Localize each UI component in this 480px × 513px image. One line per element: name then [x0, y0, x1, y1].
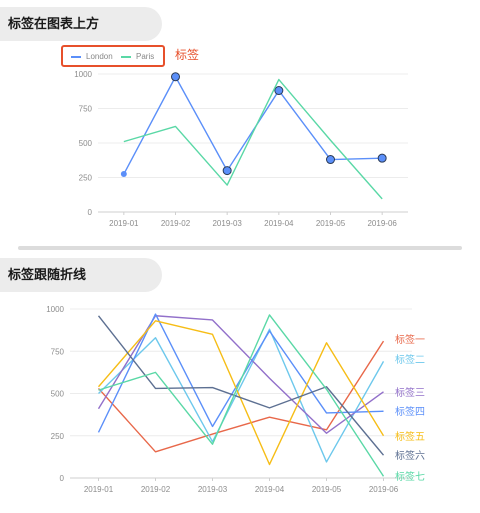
- x-tick-label-2019-03: 2019-03: [198, 485, 228, 494]
- legend-annotation: 标签: [175, 48, 200, 62]
- y-tick-label-0: 0: [60, 474, 65, 483]
- x-tick-label-2019-03: 2019-03: [212, 219, 242, 228]
- series-line-2: [123, 78, 383, 200]
- legend-item-paris[interactable]: Paris: [121, 52, 154, 61]
- y-tick-label-750: 750: [51, 347, 65, 356]
- series-point-1-6: [377, 153, 387, 163]
- legend-swatch-london: [71, 55, 81, 58]
- series-line-6: [97, 315, 385, 456]
- x-tick-label-2019-02: 2019-02: [161, 219, 191, 228]
- section-title-labels-above-chart: 标签在图表上方: [0, 7, 162, 41]
- x-tick-label-2019-06: 2019-06: [367, 219, 397, 228]
- series-point-1-1: [120, 171, 127, 178]
- y-tick-label-1000: 1000: [46, 305, 64, 314]
- series-point-1-4: [274, 86, 284, 96]
- series-line-7: [98, 314, 385, 477]
- x-tick-label-2019-05: 2019-05: [312, 485, 342, 494]
- legend: London Paris: [61, 45, 165, 67]
- x-tick-label-2019-06: 2019-06: [369, 485, 399, 494]
- series-line-4: [97, 313, 384, 433]
- line-end-label-2: 标签二: [395, 353, 425, 366]
- series-line-5: [97, 320, 385, 466]
- section-divider: [18, 246, 462, 250]
- line-end-label-4: 标签四: [395, 405, 425, 418]
- series-point-1-3: [222, 166, 232, 176]
- legend-swatch-paris: [121, 55, 131, 58]
- series-line-2: [98, 328, 385, 463]
- legend-item-london[interactable]: London: [71, 52, 113, 61]
- line-end-label-1: 标签一: [395, 333, 425, 346]
- line-end-label-3: 标签三: [395, 386, 425, 399]
- x-tick-label-2019-05: 2019-05: [316, 219, 346, 228]
- series-point-1-5: [326, 155, 335, 165]
- section-title-labels-follow-line: 标签跟随折线: [0, 258, 162, 292]
- y-tick-label-1000: 1000: [74, 70, 92, 79]
- y-tick-label-250: 250: [79, 174, 93, 183]
- x-tick-label-2019-01: 2019-01: [109, 219, 139, 228]
- y-tick-label-750: 750: [79, 105, 93, 114]
- y-tick-label-0: 0: [88, 208, 93, 217]
- chart-1: 0 250 500 750 1000 2019-01 2019-02 2019-03 2019-…: [74, 70, 408, 228]
- series-line-1: [97, 340, 385, 453]
- y-tick-label-250: 250: [51, 432, 65, 441]
- series-line-1: [123, 76, 383, 175]
- series-point-1-2: [171, 72, 180, 82]
- x-tick-label-2019-02: 2019-02: [141, 485, 171, 494]
- legend-label-paris: Paris: [136, 52, 155, 61]
- x-tick-label-2019-01: 2019-01: [84, 485, 114, 494]
- line-end-label-5: 标签五: [395, 430, 425, 443]
- y-tick-label-500: 500: [79, 139, 93, 148]
- legend-label-london: London: [86, 52, 113, 61]
- series-line-3: [97, 315, 384, 434]
- line-end-label-7: 标签七: [395, 470, 425, 483]
- line-end-label-6: 标签六: [395, 449, 425, 462]
- x-tick-label-2019-04: 2019-04: [264, 219, 294, 228]
- x-tick-label-2019-04: 2019-04: [255, 485, 285, 494]
- y-tick-label-500: 500: [51, 390, 65, 399]
